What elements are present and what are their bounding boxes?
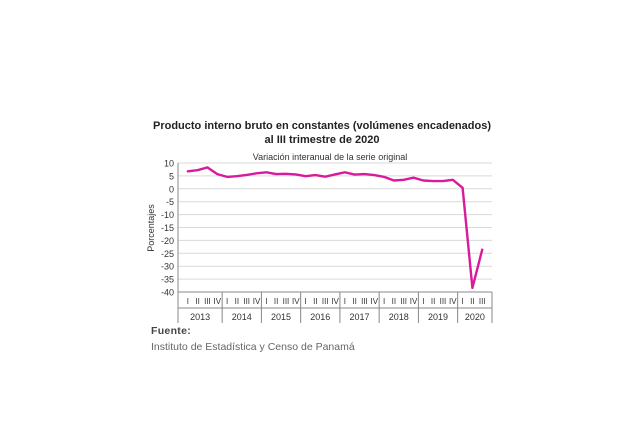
y-tick-label: -30 <box>161 262 174 272</box>
x-tick-label-quarter: I <box>187 297 189 306</box>
x-tick-label-quarter: I <box>344 297 346 306</box>
x-tick-label-quarter: III <box>400 297 407 306</box>
source-label: Fuente: <box>151 325 192 337</box>
x-tick-label-quarter: IV <box>331 297 339 306</box>
y-tick-label: -40 <box>161 288 174 298</box>
source-note: Fuente: Instituto de Estadística y Censo… <box>151 325 355 353</box>
x-tick-label-year: 2015 <box>271 312 291 322</box>
x-tick-label-quarter: III <box>204 297 211 306</box>
x-axis: I II III IV I II III IV I II III IV I II III IV I II III IV… <box>177 291 493 323</box>
x-tick-label-quarter: II <box>235 297 239 306</box>
gridlines <box>177 162 492 293</box>
chart-subtitle: Variación interanual de la serie origina… <box>253 152 407 162</box>
y-axis-label: Porcentajes <box>146 204 156 252</box>
chart-title-line1: Producto interno bruto en constantes (vo… <box>153 120 491 132</box>
x-tick-label-quarter: IV <box>213 297 221 306</box>
x-tick-label-quarter: I <box>383 297 385 306</box>
series-pib <box>186 166 484 290</box>
x-tick-label-year: 2014 <box>232 312 252 322</box>
x-tick-label-year: 2020 <box>465 312 485 322</box>
x-tick-label-year: 2013 <box>190 312 210 322</box>
x-tick-label-quarter: I <box>226 297 228 306</box>
x-tick-label-quarter: II <box>274 297 278 306</box>
x-tick-label-year: 2019 <box>428 312 448 322</box>
x-tick-label-quarter: III <box>283 297 290 306</box>
y-tick-label: -15 <box>161 223 174 233</box>
source-text: Instituto de Estadística y Censo de Pana… <box>151 341 355 353</box>
x-tick-label-quarter: II <box>431 297 435 306</box>
chart-title-line2: al III trimestre de 2020 <box>265 134 380 146</box>
x-tick-label-quarter: III <box>361 297 368 306</box>
x-tick-label-quarter: IV <box>449 297 457 306</box>
y-tick-label: 10 <box>164 159 174 169</box>
y-tick-labels: 10 5 0 -5 -10 -15 -20 -25 -30 -35 -40 <box>161 159 174 298</box>
y-tick-label: -25 <box>161 249 174 259</box>
x-tick-label-quarter: III <box>440 297 447 306</box>
x-tick-label-quarter: I <box>304 297 306 306</box>
x-tick-label-quarter: II <box>195 297 199 306</box>
y-tick-label: 0 <box>169 184 174 194</box>
y-tick-label: -10 <box>161 210 174 220</box>
x-tick-label-quarter: I <box>265 297 267 306</box>
x-tick-label-year: 2017 <box>350 312 370 322</box>
x-tick-label-quarter: II <box>352 297 356 306</box>
x-tick-label-year: 2016 <box>310 312 330 322</box>
x-tick-label-quarter: IV <box>410 297 418 306</box>
y-tick-label: -5 <box>166 197 174 207</box>
x-tick-label-quarter: III <box>243 297 250 306</box>
x-tick-label-quarter: II <box>313 297 317 306</box>
y-tick-label: 5 <box>169 171 174 181</box>
x-tick-label-quarter: III <box>322 297 329 306</box>
x-tick-label-quarter: IV <box>253 297 261 306</box>
x-tick-label-quarter: II <box>470 297 474 306</box>
x-tick-label-quarter: I <box>461 297 463 306</box>
x-tick-label-year: 2018 <box>389 312 409 322</box>
x-tick-label-quarter: IV <box>292 297 300 306</box>
y-tick-label: -35 <box>161 275 174 285</box>
x-tick-label-quarter: IV <box>370 297 378 306</box>
y-tick-label: -20 <box>161 236 174 246</box>
x-tick-label-quarter: I <box>422 297 424 306</box>
x-tick-label-quarter: II <box>392 297 396 306</box>
x-tick-label-quarter: III <box>479 297 486 306</box>
